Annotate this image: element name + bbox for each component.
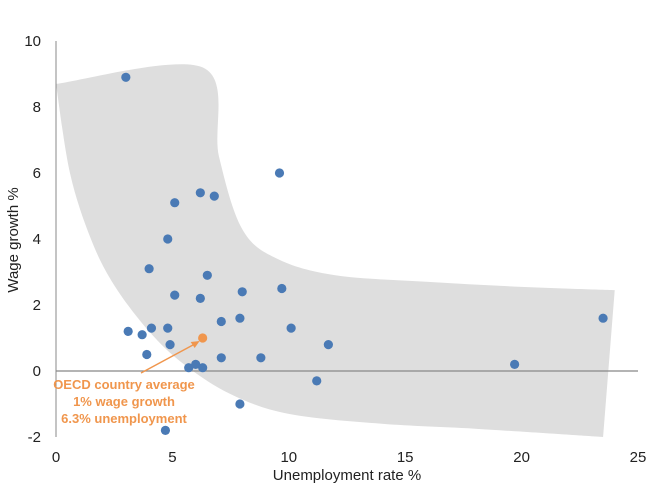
data-point	[277, 283, 287, 294]
data-point	[198, 363, 208, 373]
data-point	[163, 323, 173, 333]
data-point	[146, 323, 157, 333]
annotation-line-2: 1% wage growth	[73, 394, 175, 409]
x-tick-label: 15	[397, 449, 414, 466]
data-point	[191, 359, 201, 369]
x-tick-label: 10	[280, 449, 297, 466]
data-point	[160, 425, 171, 435]
data-point	[121, 72, 131, 82]
x-tick-label: 20	[513, 449, 530, 466]
y-tick-label: 2	[33, 297, 41, 314]
data-point	[209, 191, 219, 201]
annotation-arrow-head	[190, 341, 200, 348]
data-point	[170, 290, 180, 300]
data-point	[235, 313, 245, 323]
y-tick-label: 6	[33, 165, 41, 182]
data-point	[510, 359, 520, 369]
data-point	[312, 376, 322, 386]
y-tick-label: -2	[28, 429, 41, 446]
y-tick-label: 8	[33, 99, 41, 116]
x-tick-label: 25	[630, 449, 647, 466]
data-point	[144, 264, 154, 274]
x-tick-label: 5	[168, 449, 176, 466]
data-point	[216, 353, 226, 363]
data-point	[286, 323, 296, 333]
data-point	[184, 363, 194, 373]
y-tick-label: 4	[33, 231, 41, 248]
data-point	[216, 316, 226, 327]
data-point	[170, 198, 180, 208]
y-axis-label: Wage growth %	[5, 187, 22, 292]
data-point	[142, 349, 152, 360]
data-point	[274, 168, 285, 178]
data-point	[323, 340, 333, 350]
data-point	[195, 293, 205, 303]
annotation-line-1: OECD country average	[53, 377, 195, 392]
x-tick-label: 0	[52, 449, 60, 466]
annotation-arrow-line	[140, 342, 198, 374]
data-point	[195, 188, 205, 198]
data-point	[123, 326, 133, 336]
data-point	[202, 270, 212, 280]
data-point	[137, 330, 147, 340]
x-axis-label: Unemployment rate %	[273, 467, 421, 484]
y-tick-label: 10	[24, 33, 41, 50]
y-tick-label: 0	[33, 363, 41, 380]
annotation-line-3: 6.3% unemployment	[61, 411, 187, 426]
data-point	[256, 353, 266, 363]
data-point	[237, 287, 247, 297]
data-point	[165, 340, 175, 350]
data-point	[598, 313, 608, 323]
oecd-average-point	[198, 333, 208, 343]
data-point	[235, 399, 245, 409]
data-point	[163, 234, 173, 244]
